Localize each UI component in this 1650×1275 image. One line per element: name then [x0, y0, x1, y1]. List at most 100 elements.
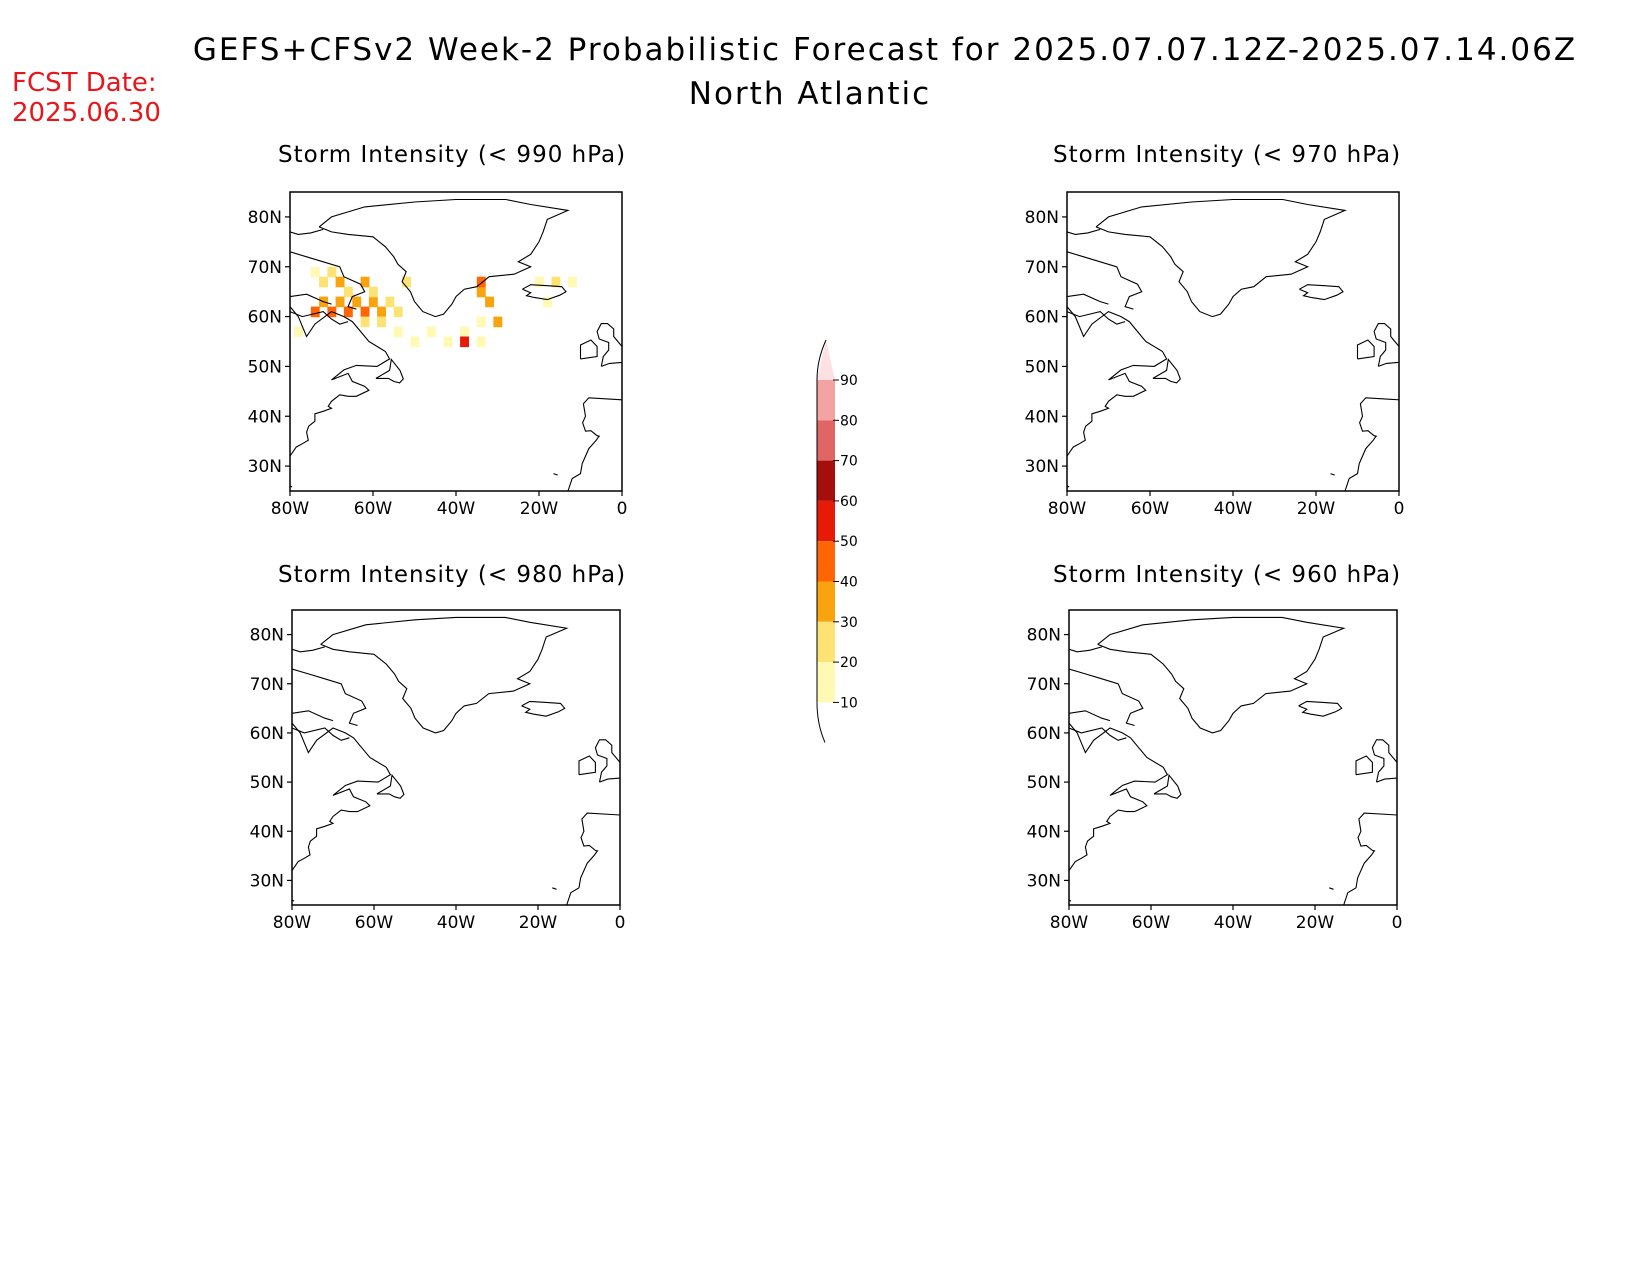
probability-cell [534, 276, 544, 288]
coastline-hudson_strait [1067, 293, 1109, 305]
lat-tick-label: 70N [1027, 675, 1061, 695]
lat-tick-label: 30N [1027, 871, 1061, 891]
coastline-britain [594, 739, 620, 783]
colorbar-box [817, 541, 835, 582]
coastline-baffin_b [292, 646, 325, 653]
lat-tick-label: 60N [248, 308, 282, 328]
lon-tick-label: 60W [1132, 913, 1171, 933]
panel-title-970: Storm Intensity (< 970 hPa) [1053, 142, 1402, 168]
probability-cell [335, 276, 345, 288]
lon-tick-label: 80W [273, 913, 312, 933]
lat-tick-label: 30N [248, 457, 282, 477]
panel-title-980: Storm Intensity (< 980 hPa) [278, 562, 627, 588]
colorbar-label: 50 [840, 534, 858, 550]
colorbar-label: 20 [840, 655, 858, 671]
map-panel-p990: 80N 70N 60N 50N 40N 30N 80W 60W 40W 20W 0 [248, 191, 628, 519]
probability-cell [568, 276, 577, 288]
probability-cell [360, 316, 370, 328]
lat-tick-label: 60N [1025, 308, 1059, 328]
coastline-ireland [579, 339, 598, 360]
coastline-britain [596, 323, 622, 367]
map-frame [289, 191, 623, 492]
coastline-baffin_a [1067, 251, 1143, 310]
probability-cell [410, 336, 420, 348]
lat-tick-label: 60N [1027, 724, 1061, 744]
lat-tick-label: 70N [250, 675, 284, 695]
probability-cell [476, 316, 486, 328]
map-frame [1066, 191, 1400, 492]
probability-cell [543, 296, 552, 308]
lon-tick-label: 20W [519, 913, 558, 933]
probability-cell [393, 306, 403, 318]
coastline-labrador [292, 722, 392, 871]
probability-cell [460, 326, 469, 338]
colorbar-top-outline [816, 339, 827, 381]
colorbar-label: 60 [840, 494, 858, 510]
lon-tick-label: 60W [354, 499, 393, 519]
coastline-baffin_a [292, 668, 367, 727]
map-content [1069, 616, 1397, 905]
coastline-canaries [553, 473, 558, 476]
coastline-ungava [1067, 310, 1126, 325]
coastline-baffin_a [290, 251, 366, 310]
colorbar-box [817, 380, 835, 421]
probability-cell [460, 336, 469, 348]
lat-tick-label: 60N [250, 724, 284, 744]
coastline-greenland [320, 616, 569, 734]
probability-cell [402, 276, 411, 288]
lat-tick-label: 30N [1025, 457, 1059, 477]
coastline-greenland [1095, 198, 1347, 318]
coastline-newfoundland [1153, 773, 1182, 799]
probability-cell [393, 326, 403, 338]
panel-title-960: Storm Intensity (< 960 hPa) [1053, 562, 1402, 588]
map-panel-p960: 80N 70N 60N 50N 40N 30N 80W 60W 40W 20W 0 [1027, 609, 1403, 933]
coastline-baffin_a [1069, 668, 1144, 727]
map-panel-p980: 80N 70N 60N 50N 40N 30N 80W 60W 40W 20W 0 [250, 609, 626, 933]
lon-tick-label: 0 [615, 913, 626, 933]
lat-tick-label: 40N [248, 407, 282, 427]
coastline-canaries [1330, 473, 1335, 476]
region-subtitle: North Atlantic [688, 76, 932, 112]
lon-tick-label: 80W [1050, 913, 1089, 933]
coastline-iceland [521, 700, 566, 717]
probability-cell [335, 296, 345, 308]
lat-tick-label: 40N [1025, 407, 1059, 427]
colorbar-top-extension [817, 340, 835, 380]
coastline-iberia [1343, 812, 1397, 905]
panel-title-990: Storm Intensity (< 990 hPa) [278, 142, 627, 168]
lat-tick-label: 50N [250, 773, 284, 793]
probability-cell [294, 326, 303, 338]
coastline-ungava [290, 310, 349, 325]
colorbar-label: 40 [840, 575, 858, 591]
probability-cell [485, 296, 494, 308]
lon-tick-label: 0 [1392, 913, 1403, 933]
lon-tick-label: 0 [617, 499, 628, 519]
coastline-hudson_strait [292, 710, 334, 722]
coastline-canaries [552, 887, 557, 890]
probability-cell [443, 336, 453, 348]
lon-tick-label: 0 [1394, 499, 1405, 519]
probability-cell [310, 266, 320, 278]
probability-cell [343, 306, 353, 318]
coastline-newfoundland [376, 773, 405, 799]
lat-tick-label: 40N [250, 822, 284, 842]
probability-cell [310, 306, 320, 318]
map-content [292, 616, 620, 905]
lon-tick-label: 60W [1131, 499, 1170, 519]
coastline-labrador [1067, 306, 1168, 457]
lon-tick-label: 20W [1297, 499, 1336, 519]
colorbar-bottom-extension [816, 702, 826, 743]
lon-tick-label: 60W [355, 913, 394, 933]
coastline-iberia [566, 812, 620, 905]
coastline-iberia [567, 397, 622, 491]
probability-cell [476, 286, 486, 298]
probability-cell [551, 276, 561, 288]
coastline-iceland [522, 284, 567, 301]
coastline-greenland [318, 198, 570, 318]
colorbar-label: 80 [840, 413, 858, 429]
coastline-baffin_b [290, 228, 324, 235]
probability-cell [385, 296, 395, 308]
coastline-ireland [1355, 755, 1373, 776]
colorbar-box [817, 621, 835, 663]
